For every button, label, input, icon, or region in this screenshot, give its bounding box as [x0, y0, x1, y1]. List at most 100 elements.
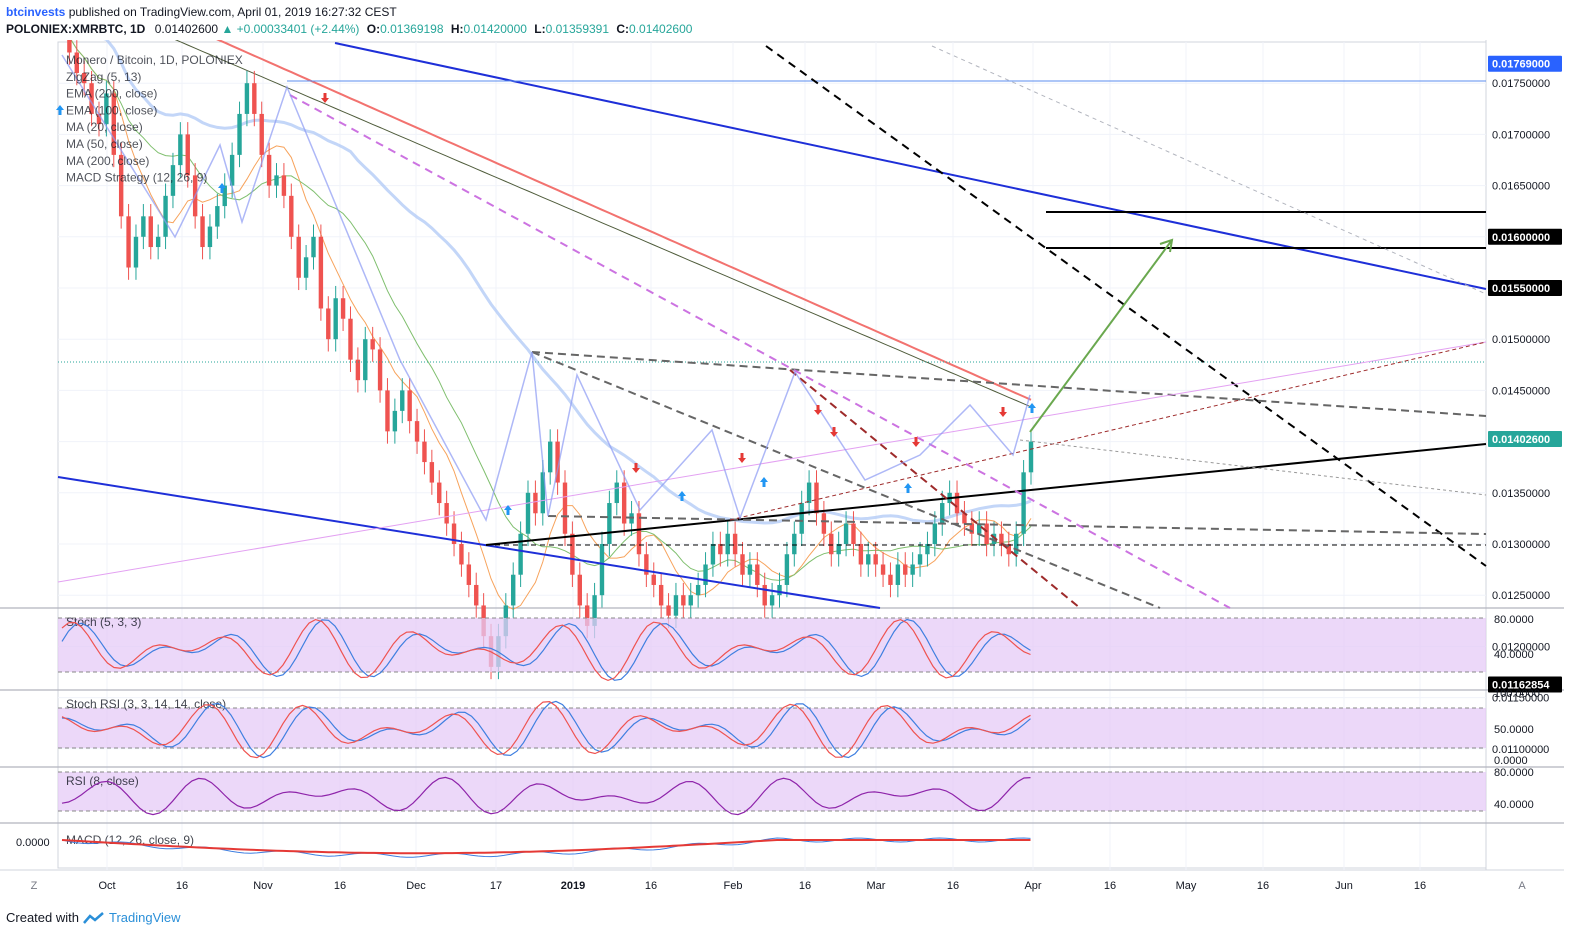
- candle-body: [984, 523, 989, 544]
- time-tick-label: 16: [176, 880, 188, 892]
- candle-body: [104, 93, 109, 125]
- candle-body: [96, 113, 102, 125]
- time-tick-label: Oct: [98, 880, 115, 892]
- candle-body: [207, 226, 213, 248]
- price-tick-label: 0.01750000: [1492, 78, 1550, 90]
- candle-body: [621, 482, 627, 524]
- candle-body: [732, 533, 738, 555]
- series-title: Monero / Bitcoin, 1D, POLONIEX: [66, 53, 243, 67]
- candle-body: [977, 523, 982, 534]
- candle-body: [614, 482, 619, 504]
- low-value: 0.01359391: [545, 22, 610, 36]
- candle-body: [422, 441, 427, 463]
- buy-signal-icon: [504, 505, 512, 515]
- time-tick-label: Dec: [406, 880, 426, 892]
- candle-body: [917, 554, 923, 565]
- price-tick-label: 0.01250000: [1492, 590, 1550, 602]
- time-tick-label: 2019: [561, 880, 585, 892]
- dashed-diagonal: [531, 351, 1161, 609]
- candle-body: [370, 339, 375, 350]
- close-label: C:: [616, 22, 630, 36]
- candle-body: [296, 236, 301, 278]
- candle-body: [348, 318, 353, 360]
- candle-body: [385, 390, 390, 432]
- candle-body: [792, 533, 797, 555]
- buy-signal-icon: [56, 105, 64, 115]
- candle-body: [407, 390, 412, 422]
- candle-body: [200, 216, 205, 248]
- sell-signal-icon: [738, 453, 746, 463]
- projection-arrow: [1029, 239, 1173, 433]
- stoch-rsi-title: Stoch RSI (3, 3, 14, 14, close): [66, 697, 226, 711]
- candle-body: [1014, 533, 1019, 555]
- candle-body: [141, 216, 146, 237]
- zigzag-line: [61, 54, 1031, 523]
- price-tick-label: 0.01700000: [1492, 129, 1550, 141]
- candle-body: [289, 195, 294, 237]
- candle-body: [703, 564, 708, 585]
- candle-body: [969, 523, 975, 534]
- stoch-rsi-tick-label: 50.0000: [1494, 724, 1534, 736]
- candle-body: [444, 503, 449, 524]
- red-dashed-trend: [789, 369, 1081, 609]
- candle-body: [658, 584, 664, 606]
- macd-line: [61, 837, 1031, 858]
- candle-body: [836, 544, 841, 555]
- candle-body: [858, 544, 864, 565]
- price-badge-label: 0.01402600: [1492, 434, 1550, 446]
- rsi-band: [58, 772, 1486, 811]
- candle-body: [474, 584, 479, 606]
- low-label: L:: [534, 22, 546, 36]
- stoch-rsi-line: [61, 700, 1031, 759]
- sell-signal-icon: [321, 93, 329, 103]
- time-tick-label: 16: [1257, 880, 1269, 892]
- candle-body: [429, 462, 435, 483]
- candle-body: [747, 564, 753, 575]
- candle-body: [303, 257, 309, 278]
- candle-body: [525, 492, 531, 534]
- candle-body: [259, 113, 264, 155]
- time-tick-label: 16: [334, 880, 346, 892]
- candle-body: [215, 206, 220, 227]
- chart-canvas[interactable]: 0.018000000.017500000.017000000.01650000…: [0, 40, 1576, 906]
- price-badge-label: 0.01600000: [1492, 232, 1550, 244]
- violet-trendline: [57, 341, 1487, 583]
- candle-body: [821, 513, 827, 534]
- candle-body: [74, 52, 79, 73]
- grey-dotted-trend: [1019, 439, 1487, 496]
- tradingview-logo-icon: [83, 911, 105, 924]
- buy-signal-icon: [1028, 403, 1036, 413]
- candle-body: [67, 40, 72, 53]
- macd-tick-label: 0.0000: [16, 837, 50, 849]
- stoch-rsi-tick-label: 100.0000: [1494, 688, 1540, 700]
- candle-body: [932, 523, 938, 544]
- candle-body: [925, 544, 930, 555]
- sell-signal-icon: [814, 405, 822, 415]
- candle-body: [577, 574, 582, 606]
- candle-body: [163, 195, 168, 237]
- candle-body: [843, 523, 849, 544]
- candle-body: [806, 482, 812, 504]
- tradingview-brand[interactable]: TradingView: [108, 910, 181, 925]
- candle-body: [377, 349, 383, 391]
- thin-downtrend: [931, 45, 1487, 295]
- ema200-line: [216, 40, 1032, 401]
- candle-body: [185, 134, 190, 176]
- candle-body: [599, 544, 605, 596]
- stoch-tick-label: 40.0000: [1494, 649, 1534, 661]
- published-text: published on TradingView.com, April 01, …: [68, 5, 397, 19]
- candle-body: [266, 154, 272, 186]
- price-tick-label: 0.01350000: [1492, 488, 1550, 500]
- candle-body: [799, 503, 804, 534]
- candle-body: [755, 564, 760, 585]
- time-tick-label: 16: [1414, 880, 1426, 892]
- author-link[interactable]: btcinvests: [6, 5, 66, 19]
- time-tick-label: Jun: [1335, 880, 1353, 892]
- candle-body: [695, 584, 701, 596]
- candle-body: [340, 298, 346, 319]
- symbol-label: POLONIEX:XMRBTC, 1D: [6, 22, 146, 36]
- last-price: 0.01402600: [154, 22, 219, 36]
- candle-body: [562, 482, 568, 534]
- red-dotted-trend: [729, 341, 1487, 521]
- time-tick-label: Mar: [867, 880, 886, 892]
